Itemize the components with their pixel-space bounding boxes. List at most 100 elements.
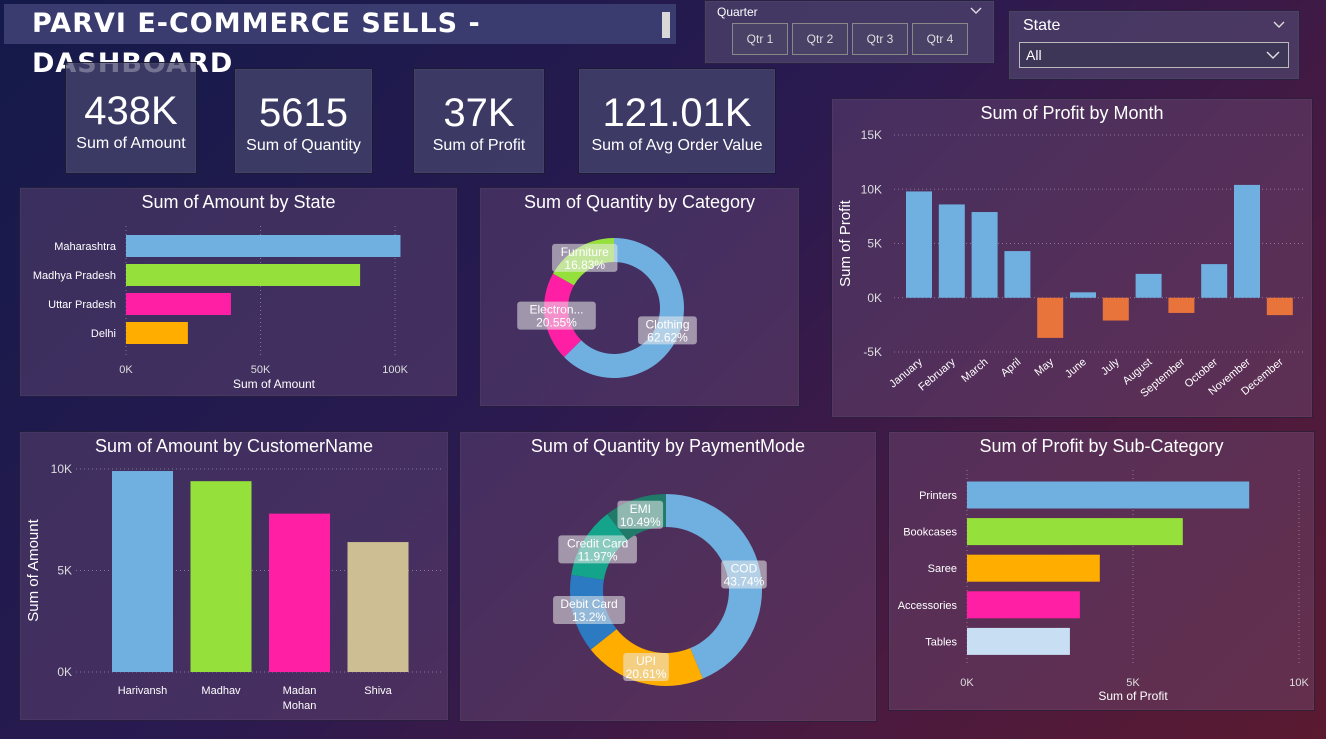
chevron-down-icon[interactable] xyxy=(1273,21,1285,29)
quarter-button-qtr4[interactable]: Qtr 4 xyxy=(912,23,968,55)
x-axis-title: Sum of Amount xyxy=(233,377,316,391)
x-tick-label: 10K xyxy=(1289,677,1309,689)
quarter-button-qtr2[interactable]: Qtr 2 xyxy=(792,23,848,55)
bar xyxy=(967,627,1070,655)
x-axis-title: Sum of Profit xyxy=(1098,689,1168,703)
kpi-card-quantity: 5615 Sum of Quantity xyxy=(234,68,373,174)
chart-title: Sum of Profit by Sub-Category xyxy=(979,436,1224,456)
bar xyxy=(1135,273,1162,298)
y-axis-title: Sum of Amount xyxy=(25,518,42,621)
chart-amount-by-customer-svg: 0K 5K 10K Harivansh Madhav Madan Mohan Shiva Sum… xyxy=(25,462,442,712)
chart-title: Sum of Quantity by PaymentMode xyxy=(530,436,806,456)
slice-label: Credit Card xyxy=(567,536,628,550)
bar xyxy=(1070,292,1096,298)
y-tick-label: 10K xyxy=(861,182,882,196)
chart-profit-by-subcategory[interactable]: Sum of Profit by Sub-Category 0K 5K 10K Pri… xyxy=(888,431,1315,711)
bar xyxy=(112,471,173,672)
slice-label: Electron... xyxy=(529,303,583,317)
y-category-label: Maharashtra xyxy=(54,241,117,253)
slice-percent: 20.61% xyxy=(626,667,667,681)
bar xyxy=(1234,184,1260,298)
donut-slice xyxy=(666,494,762,679)
bar xyxy=(126,322,188,344)
chart-title: Sum of Amount by CustomerName xyxy=(94,436,374,456)
bar xyxy=(190,481,252,672)
kpi-value: 5615 xyxy=(259,91,348,135)
slice-label: EMI xyxy=(630,502,651,516)
slice-label: COD xyxy=(731,561,758,575)
bar xyxy=(1004,251,1031,298)
y-category-label: Madhya Pradesh xyxy=(33,270,116,282)
chart-amount-by-customer[interactable]: Sum of Amount by CustomerName 0K 5K 10K Har… xyxy=(19,431,449,721)
slice-label: Furniture xyxy=(561,245,609,259)
bar xyxy=(967,481,1250,509)
data-label-background xyxy=(558,535,637,564)
data-label-background xyxy=(638,316,697,345)
data-label-background xyxy=(623,652,669,681)
quarter-button-qtr1[interactable]: Qtr 1 xyxy=(732,23,788,55)
x-tick-label: 0K xyxy=(960,677,974,689)
chart-quantity-by-paymentmode[interactable]: Sum of Quantity by PaymentMode COD 43.74%… xyxy=(459,431,877,722)
bar xyxy=(126,293,231,315)
bar xyxy=(126,264,361,286)
x-category-label: June xyxy=(1063,356,1089,381)
slice-percent: 10.49% xyxy=(620,515,661,529)
x-category-label: April xyxy=(999,356,1024,379)
state-slicer-label: State xyxy=(1023,17,1061,34)
y-category-label: Bookcases xyxy=(903,527,957,539)
chart-quantity-by-category[interactable]: Sum of Quantity by Category Clothing 62.6… xyxy=(479,187,800,407)
title-accent-bar xyxy=(662,12,670,38)
y-tick-label: 15K xyxy=(861,128,882,142)
kpi-value: 438K xyxy=(84,89,178,133)
bar xyxy=(1102,297,1129,321)
y-category-label: Uttar Pradesh xyxy=(48,299,116,311)
bar xyxy=(967,554,1100,582)
y-tick-label: 5K xyxy=(57,564,72,578)
x-category-label: Shiva xyxy=(364,685,392,697)
y-tick-label: 5K xyxy=(867,237,882,251)
slice-percent: 11.97% xyxy=(578,549,618,563)
y-category-label: Tables xyxy=(925,636,957,648)
y-category-label: Accessories xyxy=(898,600,958,612)
slice-percent: 20.55% xyxy=(536,316,577,330)
slice-percent: 13.2% xyxy=(572,610,606,624)
chart-amount-by-state-svg: 0K 50K 100K Maharashtra Madhya Pradesh Uttar … xyxy=(33,226,409,391)
kpi-value: 37K xyxy=(443,91,515,135)
x-tick-label: 0K xyxy=(119,364,133,376)
x-tick-label: 50K xyxy=(251,364,271,376)
chart-title: Sum of Quantity by Category xyxy=(523,192,756,212)
y-category-label: Saree xyxy=(928,563,957,575)
bar xyxy=(971,212,998,298)
chevron-down-icon xyxy=(1266,51,1280,60)
kpi-label: Sum of Quantity xyxy=(246,137,361,154)
chart-amount-by-state[interactable]: Sum of Amount by State 0K 50K 100K Maharash… xyxy=(19,187,458,397)
bar xyxy=(1266,297,1293,316)
bar xyxy=(347,542,409,672)
kpi-card-profit: 37K Sum of Profit xyxy=(413,68,545,174)
bar xyxy=(938,204,965,298)
kpi-label: Sum of Avg Order Value xyxy=(591,137,763,154)
data-label-background xyxy=(721,560,767,589)
quarter-button-qtr3[interactable]: Qtr 3 xyxy=(852,23,908,55)
y-category-label: Printers xyxy=(919,490,957,502)
bar xyxy=(967,591,1080,619)
chevron-down-icon[interactable] xyxy=(970,7,982,15)
kpi-card-avg-order-value: 121.01K Sum of Avg Order Value xyxy=(578,68,776,174)
data-label-background xyxy=(552,243,618,272)
slice-percent: 43.74% xyxy=(724,574,765,588)
slice-label: Clothing xyxy=(645,317,689,331)
chart-title: Sum of Amount by State xyxy=(141,192,336,212)
bar xyxy=(1168,297,1195,313)
x-category-label: March xyxy=(959,356,990,385)
kpi-label: Sum of Amount xyxy=(76,135,186,152)
y-tick-label: -5K xyxy=(863,345,882,359)
dashboard-title: PARVI E-COMMERCE SELLS - DASHBOARD xyxy=(4,4,676,79)
chart-profit-by-month[interactable]: Sum of Profit by Month -5K 0K 5K 10K 15K Janu… xyxy=(831,98,1313,418)
quarter-slicer: Quarter Qtr 1 Qtr 2 Qtr 3 Qtr 4 xyxy=(704,0,995,64)
kpi-value: 121.01K xyxy=(602,91,752,135)
x-tick-label: 100K xyxy=(382,364,408,376)
slice-label: Debit Card xyxy=(560,597,617,611)
state-dropdown[interactable]: All xyxy=(1019,42,1289,68)
